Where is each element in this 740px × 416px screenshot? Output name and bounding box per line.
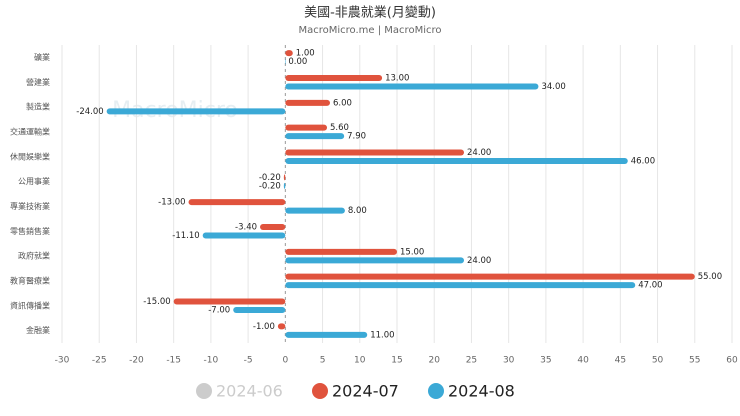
x-tick-label: 30 xyxy=(503,356,515,366)
value-label: 0.00 xyxy=(288,57,307,67)
value-label: 24.00 xyxy=(467,256,491,266)
y-tick-label: 礦業 xyxy=(34,52,50,62)
bar xyxy=(106,108,286,115)
x-tick-label: 25 xyxy=(466,356,477,366)
x-tick-label: 5 xyxy=(320,356,326,366)
value-label: -24.00 xyxy=(76,107,103,117)
value-label: -13.00 xyxy=(158,198,185,208)
y-tick-label: 製造業 xyxy=(26,102,50,112)
x-tick-label: -20 xyxy=(129,356,144,366)
y-tick-label: 公用事業 xyxy=(18,176,50,186)
bar xyxy=(202,232,286,239)
value-label: 13.00 xyxy=(385,74,409,84)
value-label: -15.00 xyxy=(143,297,170,307)
value-label: -3.40 xyxy=(235,223,257,233)
bar xyxy=(285,83,539,90)
y-tick-label: 教育醫療業 xyxy=(10,275,50,285)
value-label: 34.00 xyxy=(541,82,565,92)
bar xyxy=(285,273,695,280)
y-tick-label: 休閒娛樂業 xyxy=(10,151,50,161)
bar xyxy=(285,248,397,255)
value-label: 5.60 xyxy=(330,123,349,133)
bar xyxy=(285,207,345,214)
bar xyxy=(285,282,636,289)
value-label: 15.00 xyxy=(400,247,424,257)
y-tick-label: 營建業 xyxy=(26,77,50,87)
y-tick-label: 金融業 xyxy=(26,325,50,335)
chart-title: 美國-非農就業(月變動) xyxy=(304,5,436,21)
legend-marker[interactable] xyxy=(196,383,212,399)
bar xyxy=(285,149,464,156)
bar xyxy=(233,307,286,313)
bar xyxy=(285,99,330,106)
value-label: 7.90 xyxy=(347,132,366,142)
value-label: -7.00 xyxy=(208,306,230,316)
bar xyxy=(188,199,286,206)
x-tick-label: 60 xyxy=(726,356,738,366)
bar xyxy=(283,174,286,181)
value-label: 46.00 xyxy=(631,157,655,167)
bar xyxy=(285,331,368,338)
y-tick-label: 資訊傳播業 xyxy=(10,300,50,310)
bar xyxy=(285,58,286,65)
legend-marker[interactable] xyxy=(312,383,328,399)
bar xyxy=(283,182,286,189)
legend-marker[interactable] xyxy=(428,383,444,399)
x-tick-label: -30 xyxy=(55,356,70,366)
legend-label[interactable]: 2024-06 xyxy=(216,382,283,401)
bar xyxy=(285,257,464,264)
x-tick-label: 10 xyxy=(354,356,366,366)
value-label: -0.20 xyxy=(259,181,281,191)
value-label: -11.10 xyxy=(172,231,199,241)
value-label: 11.00 xyxy=(370,330,394,340)
value-label: 55.00 xyxy=(698,272,722,282)
legend-label[interactable]: 2024-08 xyxy=(448,382,515,401)
value-label: 1.00 xyxy=(296,49,315,59)
x-tick-label: -25 xyxy=(92,356,107,366)
x-tick-label: 40 xyxy=(577,356,589,366)
y-tick-label: 交通運輸業 xyxy=(10,126,50,136)
value-label: 47.00 xyxy=(638,281,662,291)
bar xyxy=(260,224,286,230)
bar xyxy=(285,75,383,81)
x-tick-label: -10 xyxy=(204,356,219,366)
x-tick-label: 45 xyxy=(615,356,626,366)
chart-subtitle: MacroMicro.me | MacroMicro xyxy=(299,25,442,36)
bar xyxy=(285,50,293,57)
value-label: 8.00 xyxy=(348,206,367,216)
x-tick-label: 0 xyxy=(282,356,288,366)
value-label: 24.00 xyxy=(467,148,491,158)
x-tick-label: 35 xyxy=(540,356,551,366)
bar xyxy=(285,124,328,131)
y-tick-label: 零售銷售業 xyxy=(10,226,50,236)
x-tick-label: 55 xyxy=(689,356,700,366)
x-tick-label: -5 xyxy=(244,356,253,366)
x-tick-label: 15 xyxy=(391,356,402,366)
y-tick-label: 專業技術業 xyxy=(10,201,50,211)
legend-label[interactable]: 2024-07 xyxy=(332,382,399,401)
bar xyxy=(285,158,628,164)
value-label: 6.00 xyxy=(333,98,352,108)
bar xyxy=(277,323,286,330)
x-tick-label: 50 xyxy=(652,356,664,366)
bar xyxy=(285,133,345,140)
bar xyxy=(173,298,286,305)
x-tick-label: 20 xyxy=(428,356,440,366)
y-tick-label: 政府就業 xyxy=(18,251,50,261)
value-label: -1.00 xyxy=(253,322,275,332)
x-tick-label: -15 xyxy=(166,356,181,366)
value-label: -0.20 xyxy=(259,173,281,183)
